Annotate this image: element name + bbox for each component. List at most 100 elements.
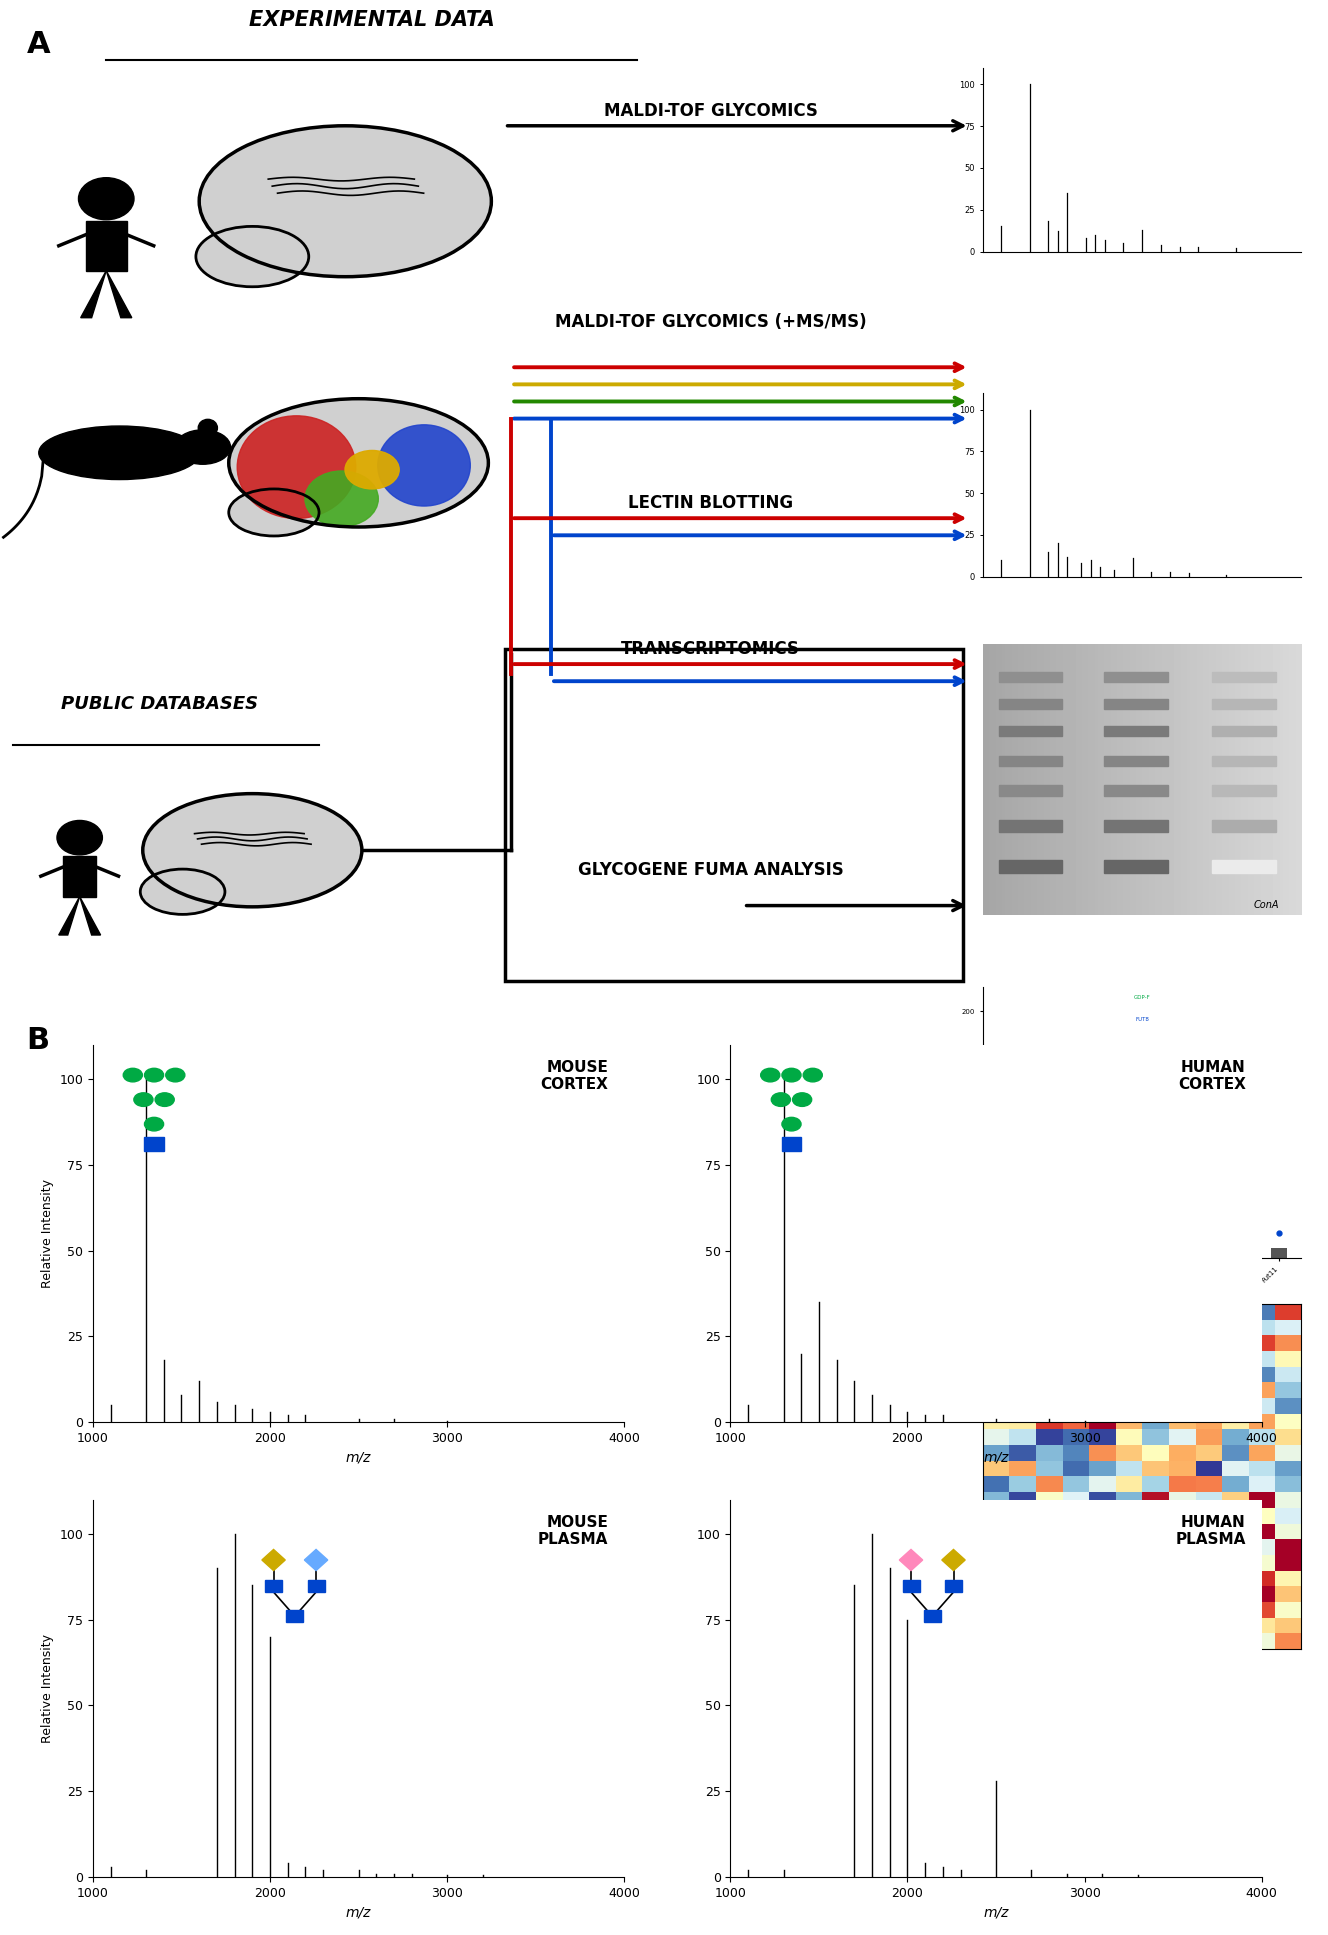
Text: HUMAN
CORTEX: HUMAN CORTEX (1178, 1060, 1246, 1093)
Polygon shape (80, 896, 101, 935)
Text: EXPERIMENTAL DATA: EXPERIMENTAL DATA (248, 10, 495, 31)
Text: LECTIN BLOTTING: LECTIN BLOTTING (628, 493, 793, 513)
Polygon shape (81, 271, 106, 317)
Bar (1212, 786, 1276, 795)
Bar (1134, 1153, 1150, 1258)
Ellipse shape (39, 426, 201, 480)
Bar (1080, 1128, 1096, 1258)
Polygon shape (304, 1550, 328, 1571)
Bar (999, 859, 1062, 873)
Ellipse shape (238, 416, 356, 519)
Bar (1024, 1159, 1041, 1258)
Bar (1104, 786, 1167, 795)
Bar (1104, 671, 1167, 681)
Ellipse shape (175, 430, 231, 464)
Circle shape (134, 1093, 153, 1107)
X-axis label: m/z: m/z (983, 1451, 1009, 1465)
Circle shape (155, 1093, 174, 1107)
Text: PUBLIC DATABASES: PUBLIC DATABASES (61, 695, 258, 714)
Bar (1212, 699, 1276, 708)
Bar (1271, 1248, 1287, 1258)
Bar (999, 699, 1062, 708)
Bar (1212, 726, 1276, 737)
Bar (287, 1610, 303, 1622)
Ellipse shape (197, 226, 308, 286)
Bar (1212, 859, 1276, 873)
Circle shape (772, 1093, 790, 1107)
Text: MOUSE
PLASMA: MOUSE PLASMA (538, 1515, 608, 1548)
Circle shape (793, 1093, 811, 1107)
Circle shape (166, 1068, 185, 1082)
Bar (1106, 1190, 1123, 1258)
Bar (924, 1610, 940, 1622)
Bar (999, 726, 1062, 737)
Circle shape (57, 820, 102, 855)
Y-axis label: Relative Intensity: Relative Intensity (41, 1178, 54, 1289)
Ellipse shape (228, 490, 319, 536)
Bar (1216, 1236, 1232, 1258)
Text: GDP-F: GDP-F (1134, 995, 1150, 1000)
Circle shape (145, 1068, 163, 1082)
Bar (1104, 726, 1167, 737)
Bar (308, 1581, 324, 1593)
Text: FUT8: FUT8 (1135, 1016, 1149, 1022)
Bar (1104, 757, 1167, 766)
Bar (999, 671, 1062, 681)
Polygon shape (58, 896, 80, 935)
Bar (946, 1581, 961, 1593)
Text: MOUSE
CORTEX: MOUSE CORTEX (540, 1060, 608, 1093)
Bar (1104, 820, 1167, 832)
Bar (997, 1142, 1013, 1258)
Circle shape (145, 1116, 163, 1130)
Circle shape (761, 1068, 780, 1082)
Circle shape (803, 1068, 822, 1082)
Text: MALDI-TOF GLYCOMICS: MALDI-TOF GLYCOMICS (603, 103, 818, 120)
Bar (1243, 1242, 1260, 1258)
Bar (999, 786, 1062, 795)
Bar (999, 757, 1062, 766)
Bar (1104, 699, 1167, 708)
Text: ConA: ConA (1254, 900, 1279, 909)
Polygon shape (899, 1550, 923, 1571)
Circle shape (78, 178, 134, 221)
Ellipse shape (345, 451, 400, 490)
Circle shape (124, 1068, 142, 1082)
Bar (1212, 757, 1276, 766)
Bar (266, 1581, 282, 1593)
X-axis label: m/z: m/z (345, 1451, 372, 1465)
Bar (782, 1138, 801, 1151)
Y-axis label: Relative Intensity: Relative Intensity (41, 1633, 54, 1743)
Bar (1212, 671, 1276, 681)
Ellipse shape (198, 420, 218, 437)
Ellipse shape (305, 470, 378, 526)
Circle shape (782, 1116, 801, 1130)
Text: MALDI-TOF GLYCOMICS (+MS/MS): MALDI-TOF GLYCOMICS (+MS/MS) (555, 313, 866, 331)
X-axis label: m/z: m/z (983, 1906, 1009, 1920)
Polygon shape (942, 1550, 965, 1571)
Bar (903, 1581, 919, 1593)
Text: TRANSCRIPTOMICS: TRANSCRIPTOMICS (622, 640, 799, 658)
Ellipse shape (141, 869, 224, 915)
Circle shape (782, 1068, 801, 1082)
Ellipse shape (377, 426, 470, 507)
Bar (62, 855, 97, 896)
Bar (999, 820, 1062, 832)
Polygon shape (106, 271, 131, 317)
Ellipse shape (199, 126, 491, 277)
Polygon shape (262, 1550, 286, 1571)
Bar (1052, 1178, 1068, 1258)
Text: GLYCOGENE FUMA ANALYSIS: GLYCOGENE FUMA ANALYSIS (578, 861, 843, 878)
Bar (1104, 859, 1167, 873)
Ellipse shape (143, 793, 361, 908)
Text: B: B (27, 1026, 49, 1055)
Bar (1189, 1223, 1204, 1258)
Ellipse shape (228, 399, 489, 526)
Bar (145, 1138, 163, 1151)
Text: HUMAN
PLASMA: HUMAN PLASMA (1175, 1515, 1246, 1548)
Bar (1212, 820, 1276, 832)
FancyBboxPatch shape (505, 648, 963, 981)
Text: A: A (27, 31, 50, 60)
Bar (1161, 1165, 1178, 1258)
Bar (86, 221, 126, 271)
X-axis label: m/z: m/z (345, 1906, 372, 1920)
